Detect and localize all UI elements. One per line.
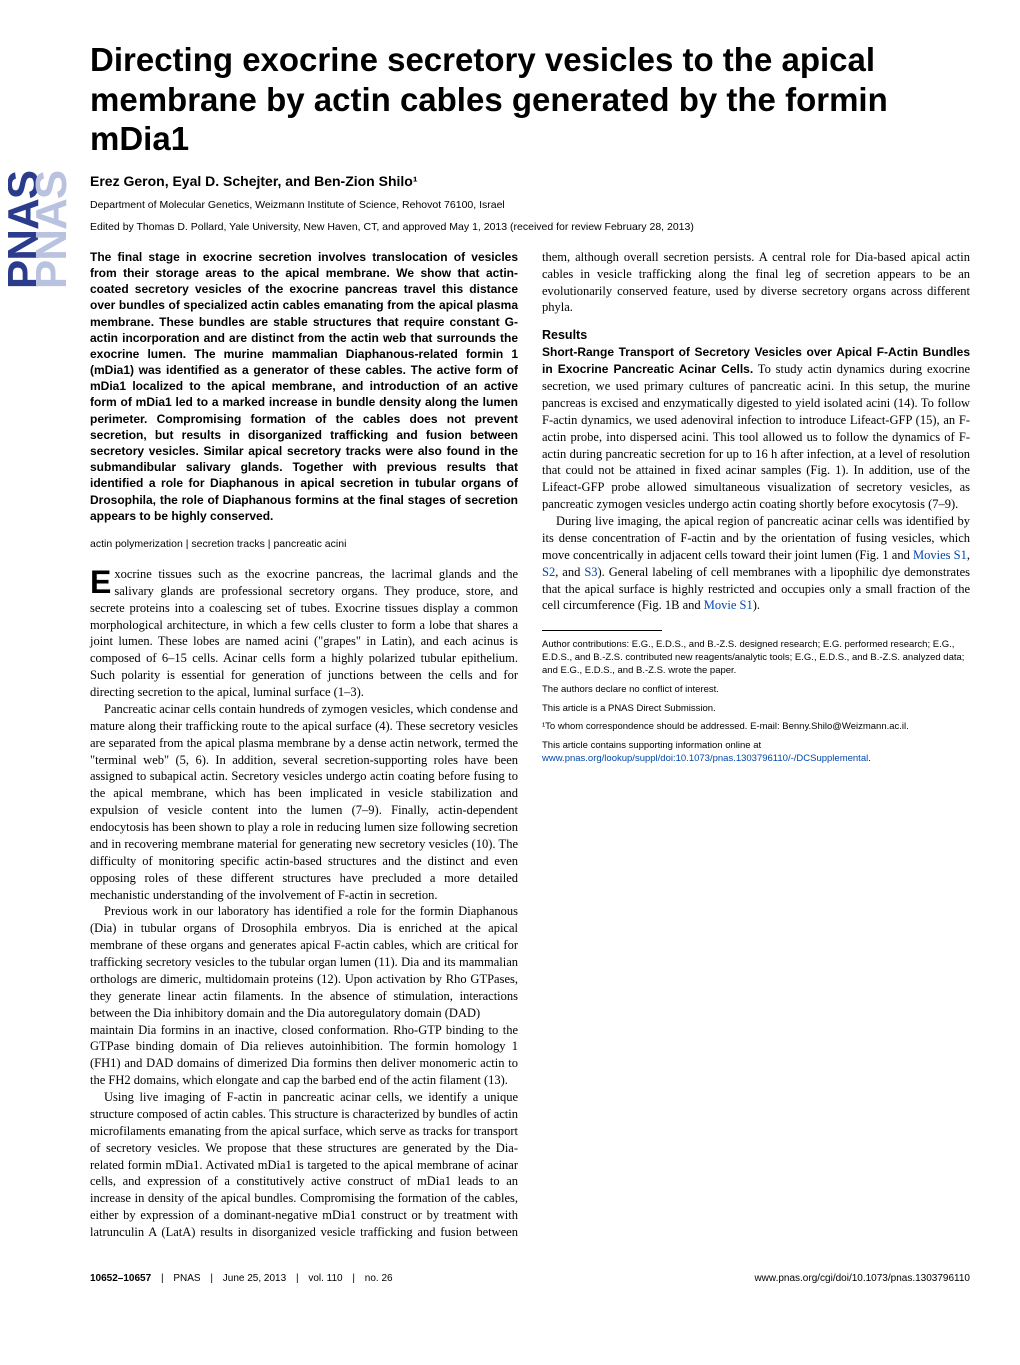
footnote-conflict: The authors declare no conflict of inter… [542,684,970,697]
footnote-rule [542,630,662,631]
pnas-logo: PNAS PNAS [8,60,68,400]
footer-vol: vol. 110 [308,1273,342,1284]
page-footer: 10652–10657 | PNAS | June 25, 2013 | vol… [90,1273,970,1284]
edited-by: Edited by Thomas D. Pollard, Yale Univer… [90,221,970,233]
two-column-body: The final stage in exocrine secretion in… [90,249,970,1249]
introduction: Exocrine tissues such as the exocrine pa… [90,566,518,1022]
col2-paragraph-1: maintain Dia formins in an inactive, clo… [90,1022,518,1090]
link-movies-s2[interactable]: S2 [542,565,555,579]
footnote-supp-b: . [868,753,871,764]
intro-paragraph-1: Exocrine tissues such as the exocrine pa… [90,566,518,701]
intro-paragraph-3: Previous work in our laboratory has iden… [90,903,518,1021]
results-p1-text: To study actin dynamics during exocrine … [542,362,970,511]
svg-text:PNAS: PNAS [27,171,68,289]
authors: Erez Geron, Eyal D. Schejter, and Ben-Zi… [90,173,970,189]
link-movies-s3[interactable]: S3 [584,565,597,579]
keywords: actin polymerization | secretion tracks … [90,538,518,550]
footnotes: Author contributions: E.G., E.D.S., and … [542,639,970,766]
footer-date: June 25, 2013 [223,1273,286,1284]
affiliation: Department of Molecular Genetics, Weizma… [90,199,970,211]
results-paragraph-1: Short-Range Transport of Secretory Vesic… [542,344,970,513]
results-p2-c: ). [753,598,760,612]
footnote-contributions: Author contributions: E.G., E.D.S., and … [542,639,970,677]
footer-right: www.pnas.org/cgi/doi/10.1073/pnas.130379… [754,1273,970,1284]
footer-left: 10652–10657 | PNAS | June 25, 2013 | vol… [90,1273,393,1284]
results-body: Short-Range Transport of Secretory Vesic… [542,344,970,614]
results-p2-a: During live imaging, the apical region o… [542,514,970,562]
sep-and: , and [555,565,584,579]
intro-paragraph-2: Pancreatic acinar cells contain hundreds… [90,701,518,904]
footnote-supporting-info: This article contains supporting informa… [542,740,970,766]
footnote-supp-a: This article contains supporting informa… [542,740,761,751]
link-movie-s1[interactable]: Movie S1 [704,598,753,612]
results-heading: Results [542,328,970,342]
link-movies-s1[interactable]: Movies S1 [913,548,967,562]
footer-journal: PNAS [173,1273,200,1284]
results-paragraph-2: During live imaging, the apical region o… [542,513,970,614]
footnote-correspondence: ¹To whom correspondence should be addres… [542,721,970,734]
footer-issue: no. 26 [365,1273,393,1284]
footnote-direct-submission: This article is a PNAS Direct Submission… [542,703,970,716]
footer-pages: 10652–10657 [90,1273,151,1284]
abstract: The final stage in exocrine secretion in… [90,249,518,524]
sep-comma: , [967,548,970,562]
link-supplemental[interactable]: www.pnas.org/lookup/suppl/doi:10.1073/pn… [542,753,868,764]
article-title: Directing exocrine secretory vesicles to… [90,40,970,159]
